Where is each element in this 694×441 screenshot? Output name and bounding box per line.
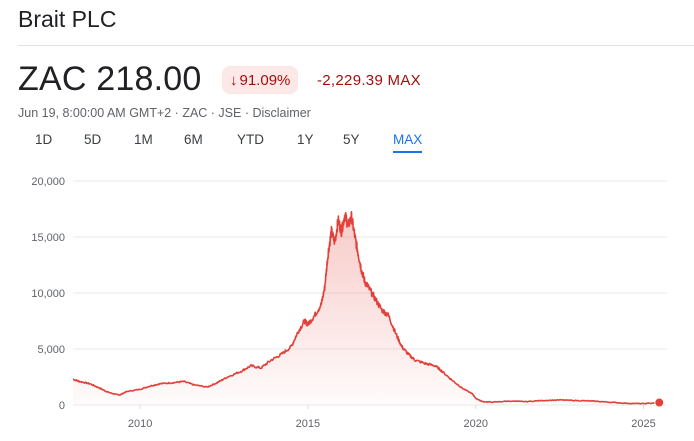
price-area-fill (73, 211, 660, 405)
range-tab-max[interactable]: MAX (393, 132, 423, 153)
change-percent-badge: ↓ 91.09% (222, 66, 299, 94)
range-tab-5d[interactable]: 5D (84, 132, 102, 147)
y-tick-label: 5,000 (37, 344, 65, 356)
header-divider (18, 45, 694, 46)
range-tab-1d[interactable]: 1D (35, 132, 53, 147)
y-tick-label: 20,000 (31, 176, 65, 188)
change-percent: 91.09% (239, 71, 291, 89)
range-tab-5y[interactable]: 5Y (343, 132, 360, 147)
range-tab-1y[interactable]: 1Y (297, 132, 314, 147)
disclaimer-link[interactable]: Disclaimer (252, 106, 311, 120)
range-tab-1m[interactable]: 1M (134, 132, 153, 147)
page-title: Brait PLC (18, 6, 117, 32)
y-tick-label: 0 (59, 400, 65, 412)
x-tick-label: 2015 (296, 418, 320, 430)
quote-meta: Jun 19, 8:00:00 AM GMT+2 · ZAC · JSE · D… (18, 106, 311, 120)
range-tab-6m[interactable]: 6M (184, 132, 203, 147)
x-tick-label: 2020 (463, 418, 487, 430)
change-absolute: -2,229.39 MAX (317, 72, 421, 89)
x-tick-label: 2025 (631, 418, 655, 430)
last-price-marker[interactable] (654, 397, 665, 408)
arrow-down-icon: ↓ (230, 71, 238, 89)
current-price: ZAC 218.00 (18, 60, 202, 98)
y-tick-label: 10,000 (31, 288, 65, 300)
x-tick-label: 2010 (128, 418, 152, 430)
y-tick-label: 15,000 (31, 232, 65, 244)
range-tab-ytd[interactable]: YTD (237, 132, 264, 147)
price-series-line (72, 211, 660, 405)
quote-meta-text: Jun 19, 8:00:00 AM GMT+2 · ZAC · JSE · (18, 106, 253, 120)
